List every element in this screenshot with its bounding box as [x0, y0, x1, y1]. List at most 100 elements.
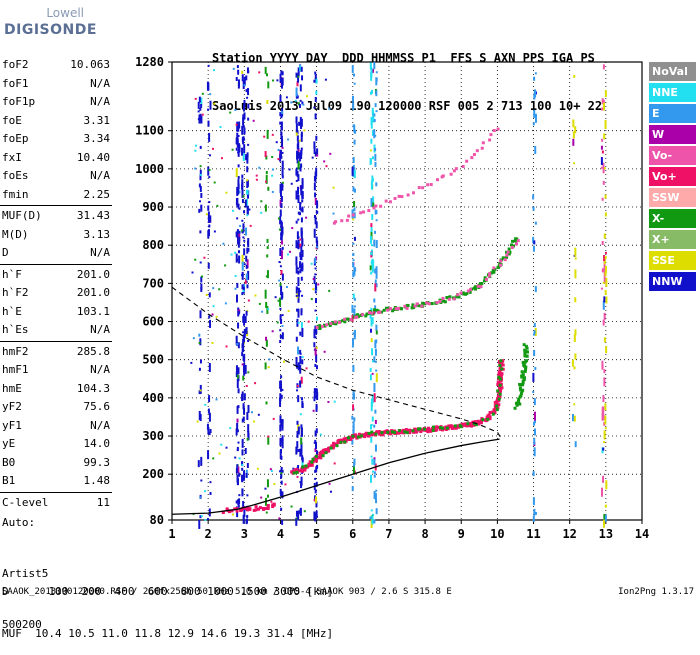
interference-dot — [353, 266, 356, 276]
interference-dot — [299, 152, 302, 162]
noise-dot — [325, 165, 328, 168]
e-layer-echo — [262, 507, 266, 511]
interference-dot — [238, 146, 241, 152]
x-mode-echo — [345, 317, 349, 321]
o-mode-echo — [503, 258, 507, 262]
param-separator — [0, 491, 112, 493]
x-mode-echo — [455, 295, 459, 299]
noise-dot — [277, 149, 280, 152]
interference-dot — [241, 488, 244, 495]
o-mode-echo — [499, 263, 503, 267]
o-mode-echo — [394, 307, 398, 311]
noise-dot — [196, 420, 199, 423]
x-mode-echo — [522, 378, 526, 382]
interference-dot — [313, 511, 316, 520]
o-mode-echo — [460, 423, 464, 427]
interference-dot — [299, 448, 302, 457]
interference-dot — [315, 365, 318, 370]
noise-dot — [255, 174, 258, 177]
noise-dot — [229, 427, 232, 430]
interference-dot — [241, 198, 244, 203]
noise-dot — [194, 149, 197, 152]
interference-dot — [351, 476, 354, 479]
interference-dot — [352, 157, 355, 164]
noise-dot — [290, 182, 293, 185]
o-mode-echo — [415, 302, 419, 306]
noise-dot — [260, 496, 263, 499]
param-row: D N/A — [0, 244, 112, 263]
interference-dot — [370, 338, 373, 343]
interference-dot — [316, 515, 319, 518]
x-mode-echo — [343, 440, 347, 444]
interference-dot — [371, 360, 374, 363]
noise-dot — [252, 119, 255, 122]
interference-dot — [266, 238, 269, 243]
interference-dot — [369, 328, 372, 333]
muf-distance-row: D 100 200 400 600 800 1000 1500 3000 [km… — [2, 585, 334, 598]
interference-dot — [300, 245, 303, 253]
interference-dot — [296, 430, 299, 438]
interference-dot — [375, 210, 378, 215]
noise-dot — [222, 242, 225, 245]
x-mode-echo — [480, 282, 484, 286]
o-mode-echo — [406, 193, 410, 197]
o-mode-echo — [465, 159, 469, 163]
x-mode-echo — [356, 435, 360, 439]
interference-dot — [313, 214, 316, 218]
interference-dot — [316, 240, 319, 250]
dashed-profile-curve — [171, 286, 502, 439]
interference-dot — [279, 450, 282, 460]
noise-dot — [234, 287, 237, 290]
interference-dot — [296, 384, 299, 387]
x-mode-echo — [517, 400, 521, 404]
o-mode-echo — [499, 259, 503, 263]
o-mode-echo — [339, 438, 343, 442]
interference-dot — [533, 323, 536, 328]
interference-dot — [603, 296, 606, 303]
interference-dot — [235, 147, 238, 151]
interference-dot — [243, 509, 246, 518]
interference-dot — [299, 65, 302, 72]
interference-dot — [532, 515, 535, 522]
x-mode-echo — [441, 426, 445, 430]
interference-dot — [314, 388, 317, 394]
noise-dot — [271, 133, 274, 136]
interference-dot — [352, 271, 355, 278]
interference-dot — [370, 455, 373, 458]
interference-dot — [299, 202, 302, 211]
o-mode-echo — [421, 186, 425, 190]
interference-dot — [236, 446, 239, 451]
noise-dot — [272, 79, 275, 82]
auto-label: Auto: — [2, 516, 36, 529]
param-row: h`E 103.1 — [0, 303, 112, 322]
interference-dot — [369, 516, 372, 520]
noise-dot — [213, 181, 216, 184]
interference-dot — [241, 125, 244, 135]
x-mode-echo — [339, 440, 343, 444]
interference-dot — [314, 96, 317, 102]
interference-dot — [300, 66, 303, 72]
interference-dot — [300, 208, 303, 212]
x-mode-echo — [466, 422, 470, 426]
param-value: 3.13 — [83, 227, 111, 241]
interference-dot — [297, 186, 300, 195]
x-mode-echo — [445, 295, 449, 299]
interference-dot — [281, 140, 284, 146]
interference-dot — [266, 479, 269, 488]
x-mode-echo — [523, 351, 527, 355]
noise-dot — [290, 101, 293, 104]
interference-dot — [300, 185, 303, 191]
interference-dot — [295, 168, 298, 176]
interference-dot — [235, 500, 238, 504]
x-mode-echo — [295, 470, 299, 474]
param-value: N/A — [90, 323, 110, 336]
interference-dot — [279, 380, 282, 389]
x-mode-echo — [346, 436, 350, 440]
x-mode-echo — [374, 432, 378, 436]
interference-dot — [265, 180, 268, 183]
interference-dot — [353, 124, 356, 133]
interference-dot — [370, 223, 373, 228]
x-mode-echo — [292, 471, 296, 475]
noise-dot — [278, 228, 281, 231]
interference-dot — [373, 239, 376, 247]
